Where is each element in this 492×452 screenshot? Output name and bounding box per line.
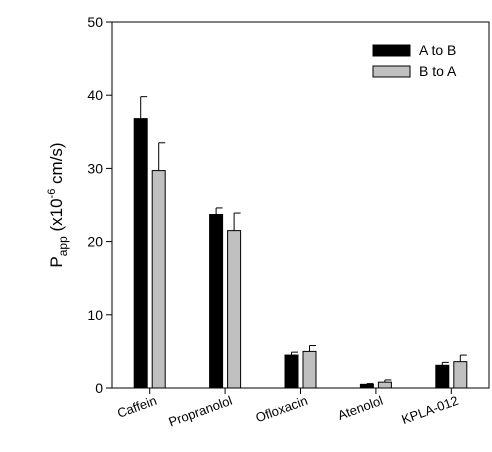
bar-atenolol-b-to-a: [377, 381, 392, 389]
x-tick-label-kpla-012: KPLA-012: [400, 393, 461, 427]
bar-kpla-012-b-to-a: [453, 361, 468, 389]
y-tick-label-30: 30: [87, 160, 103, 176]
bar-atenolol-a-to-b: [359, 383, 374, 389]
bar-ofloxacin-a-to-b: [284, 354, 299, 389]
y-axis-label: Papp (x10-6 cm/s): [46, 142, 70, 267]
y-tick-label-40: 40: [87, 87, 103, 103]
x-tick-label-ofloxacin: Ofloxacin: [253, 393, 309, 426]
y-tick-label-50: 50: [87, 14, 103, 30]
bar-propranolol-b-to-a: [227, 230, 242, 389]
x-tick-label-atenolol: Atenolol: [336, 393, 385, 423]
x-axis: Caffein Propranolol Ofloxacin Atenolol KPLA-…: [115, 388, 460, 430]
y-axis: 0 10 20 30 40 50: [87, 14, 112, 396]
y-tick-label-10: 10: [87, 307, 103, 323]
bar-ofloxacin-b-to-a: [302, 350, 317, 389]
y-tick-label-20: 20: [87, 234, 103, 250]
bar-kpla-012-a-to-b: [435, 364, 450, 389]
legend: A to B B to A: [372, 42, 457, 79]
legend-label-b-to-a: B to A: [419, 63, 457, 79]
y-tick-label-0: 0: [95, 380, 103, 396]
legend-label-a-to-b: A to B: [419, 42, 456, 58]
plot-area: [111, 21, 490, 389]
x-tick-label-caffein: Caffein: [115, 393, 159, 421]
bar-propranolol-a-to-b: [209, 214, 224, 389]
legend-swatch-a-to-b: [372, 44, 411, 57]
bars-layer: [133, 96, 468, 389]
legend-swatch-b-to-a: [372, 65, 411, 78]
bar-caffein-b-to-a: [151, 170, 166, 389]
bar-caffein-a-to-b: [133, 118, 148, 389]
x-tick-label-propranolol: Propranolol: [167, 393, 235, 430]
